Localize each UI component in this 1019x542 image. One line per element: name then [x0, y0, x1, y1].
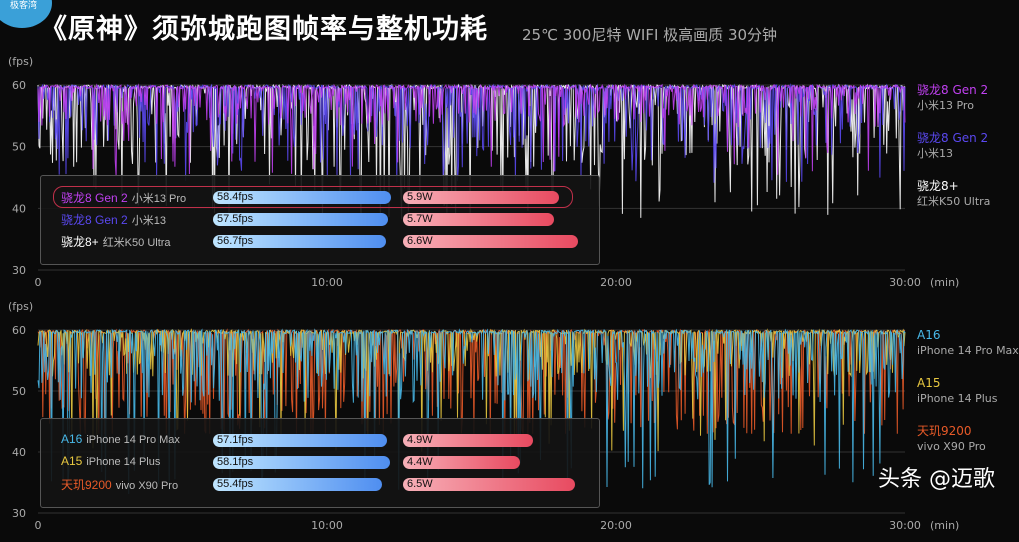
series-chip: 骁龙8 Gen 2 [917, 83, 989, 97]
legend-row: A16 iPhone 14 Pro Max 57.1fps 4.9W [41, 432, 599, 450]
legend-chip: 骁龙8 Gen 2 [61, 213, 128, 227]
series-chip: A16 [917, 328, 941, 342]
series-line-1 [37, 328, 906, 452]
legend-row: A15 iPhone 14 Plus 58.1fps 4.4W [41, 454, 599, 472]
fps-bar: 58.1fps [213, 456, 390, 469]
power-bar: 5.7W [403, 213, 554, 226]
x-tick-label: 10:00 [311, 276, 343, 289]
legend-device: iPhone 14 Pro Max [86, 434, 180, 446]
series-label: 骁龙8+ 红米K50 Ultra [917, 179, 990, 209]
legend-label: 天玑9200 vivo X90 Pro [61, 476, 178, 493]
y-tick-label: 30 [12, 507, 26, 520]
x-tick-label: 20:00 [600, 276, 632, 289]
legend-device: 小米13 [131, 215, 166, 227]
legend-device: iPhone 14 Plus [86, 456, 161, 468]
y-tick-label: 30 [12, 264, 26, 277]
fps-bar: 58.4fps [213, 191, 391, 204]
y-axis-label: (fps) [8, 55, 33, 68]
series-chip: 骁龙8+ [917, 179, 959, 193]
x-tick-label: 0 [35, 276, 42, 289]
legend-box: A16 iPhone 14 Pro Max 57.1fps 4.9W A15 iPh… [40, 418, 600, 508]
x-tick-label: 20:00 [600, 519, 632, 532]
legend-row: 骁龙8 Gen 2 小米13 Pro 58.4fps 5.9W [41, 189, 599, 207]
series-device: 小米13 Pro [917, 99, 974, 112]
series-chip: A15 [917, 376, 941, 390]
x-axis-label: (min) [930, 276, 959, 289]
legend-chip: A16 [61, 432, 83, 446]
legend-chip: A15 [61, 454, 83, 468]
x-tick-label: 10:00 [311, 519, 343, 532]
legend-label: 骁龙8+ 红米K50 Ultra [61, 233, 171, 250]
highlight-outline [53, 186, 573, 208]
x-axis-label: (min) [930, 519, 959, 532]
subtitle: 25℃ 300尼特 WIFI 极高画质 30分钟 [522, 26, 778, 44]
power-bar: 4.9W [403, 434, 533, 447]
series-label: 天玑9200 vivo X90 Pro [917, 424, 986, 454]
y-tick-label: 50 [12, 385, 26, 398]
y-tick-label: 40 [12, 202, 26, 215]
power-bar: 6.6W [403, 235, 578, 248]
series-line-0 [37, 328, 906, 495]
legend-chip: 骁龙8+ [61, 235, 99, 249]
legend-label: 骁龙8 Gen 2 小米13 [61, 211, 166, 228]
fps-bar: 57.5fps [213, 213, 388, 226]
legend-device: 红米K50 Ultra [102, 237, 171, 249]
series-device: 小米13 [917, 147, 953, 160]
series-device: iPhone 14 Plus [917, 392, 998, 405]
legend-label: A16 iPhone 14 Pro Max [61, 432, 180, 446]
series-device: 红米K50 Ultra [917, 195, 991, 208]
power-bar: 4.4W [403, 456, 520, 469]
legend-row: 天玑9200 vivo X90 Pro 55.4fps 6.5W [41, 476, 599, 494]
series-label: 骁龙8 Gen 2 小米13 [917, 131, 988, 161]
x-tick-label: 0 [35, 519, 42, 532]
legend-row: 骁龙8+ 红米K50 Ultra 56.7fps 6.6W [41, 233, 599, 251]
y-tick-label: 50 [12, 141, 26, 154]
series-device: vivo X90 Pro [917, 440, 986, 453]
legend-row: 骁龙8 Gen 2 小米13 57.5fps 5.7W [41, 211, 599, 229]
series-chip: 骁龙8 Gen 2 [917, 131, 989, 145]
legend-device: 小米13 Pro [131, 193, 187, 205]
y-axis-label: (fps) [8, 300, 33, 313]
page-title: 《原神》须弥城跑图帧率与整机功耗 [40, 14, 488, 45]
logo-text: 极客湾 [10, 1, 38, 11]
series-chip: 天玑9200 [917, 424, 972, 438]
y-tick-label: 60 [12, 79, 26, 92]
fps-bar: 57.1fps [213, 434, 387, 447]
legend-label: A15 iPhone 14 Plus [61, 454, 160, 468]
series-label: A15 iPhone 14 Plus [917, 376, 998, 406]
legend-chip: 骁龙8 Gen 2 [61, 191, 128, 205]
y-tick-label: 60 [12, 324, 26, 337]
power-bar: 6.5W [403, 478, 575, 491]
watermark: 头条 @迈歌 [878, 467, 995, 492]
legend-box: 骁龙8 Gen 2 小米13 Pro 58.4fps 5.9W 骁龙8 Gen 2… [40, 175, 600, 265]
fps-bar: 56.7fps [213, 235, 386, 248]
logo: 极客湾 [0, 0, 52, 28]
series-device: iPhone 14 Pro Max [917, 344, 1019, 357]
legend-label: 骁龙8 Gen 2 小米13 Pro [61, 189, 186, 206]
power-bar: 5.9W [403, 191, 559, 204]
series-label: A16 iPhone 14 Pro Max [917, 328, 1019, 358]
series-line-0 [37, 83, 906, 177]
legend-device: vivo X90 Pro [115, 480, 179, 492]
x-tick-label: 30:00 [889, 276, 921, 289]
x-tick-label: 30:00 [889, 519, 921, 532]
legend-chip: 天玑9200 [61, 478, 112, 492]
series-label: 骁龙8 Gen 2 小米13 Pro [917, 83, 988, 113]
y-tick-label: 40 [12, 446, 26, 459]
fps-bar: 55.4fps [213, 478, 382, 491]
